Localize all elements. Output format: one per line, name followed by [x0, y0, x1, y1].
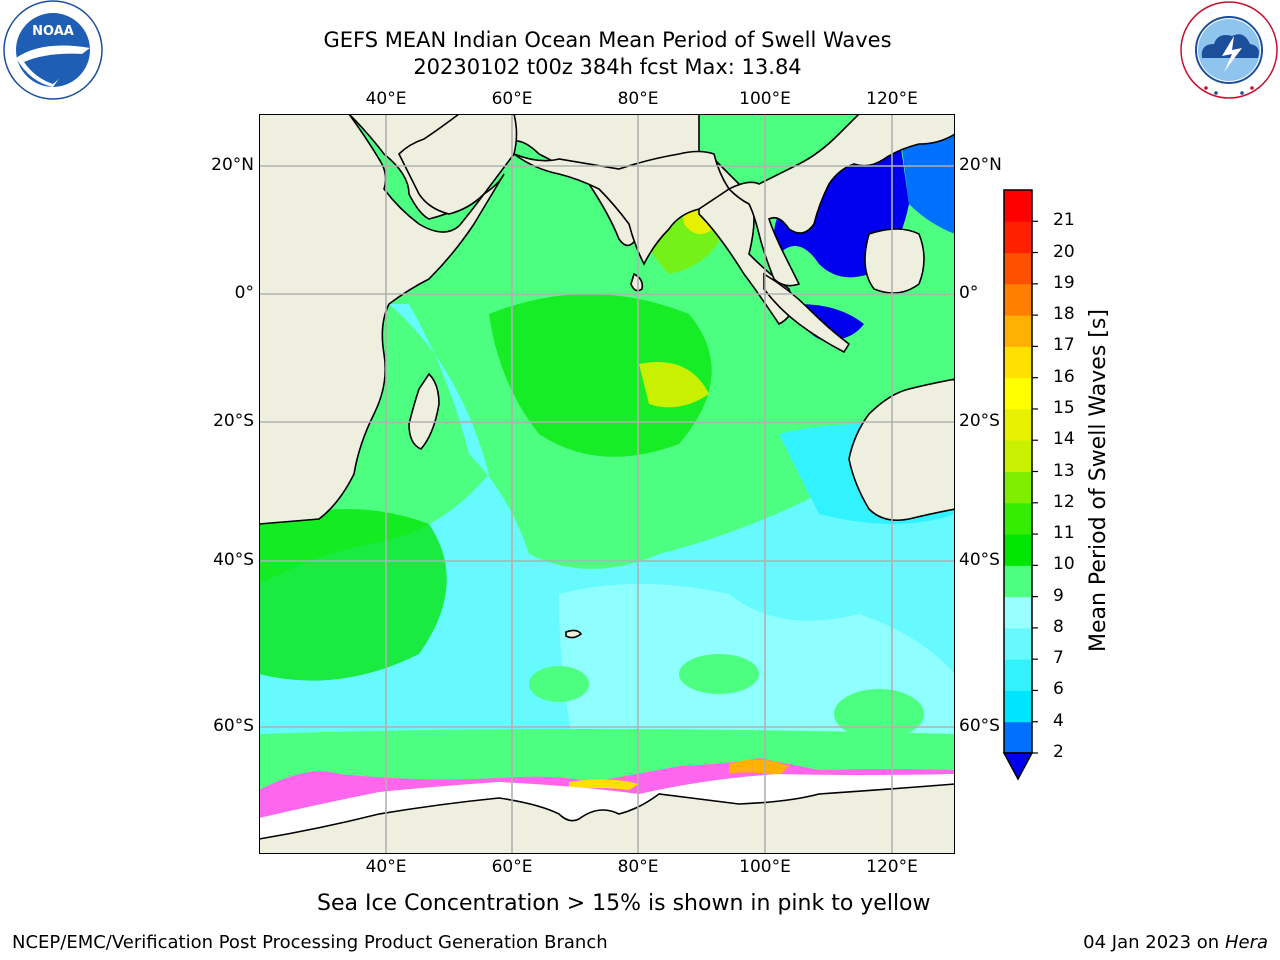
- colorbar-swatch: [1004, 346, 1032, 379]
- swell-period-map: [259, 114, 955, 854]
- colorbar-swatch: [1004, 565, 1032, 598]
- colorbar-swatch: [1004, 315, 1032, 347]
- colorbar-swatch: [1004, 252, 1032, 285]
- colorbar-swatch: [1004, 377, 1032, 410]
- noaa-logo-icon: NOAA: [3, 0, 103, 100]
- lat-tick-label: 40°S: [213, 550, 254, 570]
- lon-tick-label: 40°E: [365, 857, 407, 877]
- colorbar-swatch: [1004, 440, 1032, 472]
- colorbar-level-label: 20: [1053, 241, 1075, 262]
- colorbar-level-label: 9: [1053, 585, 1064, 606]
- colorbar-swatch: [1004, 502, 1032, 535]
- footer-host: Hera: [1224, 932, 1268, 953]
- colorbar-level-label: 2: [1053, 742, 1064, 762]
- colorbar-level-label: 10: [1053, 554, 1075, 575]
- colorbar-level-label: 7: [1053, 648, 1064, 669]
- footer-credit: NCEP/EMC/Verification Post Processing Pr…: [12, 932, 608, 953]
- chart-title: GEFS MEAN Indian Ocean Mean Period of Sw…: [323, 28, 892, 52]
- colorbar-level-label: 21: [1053, 210, 1075, 231]
- lat-tick-label: 20°N: [959, 155, 1002, 175]
- colorbar-swatch: [1004, 408, 1032, 441]
- colorbar-swatch: [1004, 659, 1032, 691]
- colorbar-swatch: [1004, 690, 1032, 723]
- lon-tick-label: 100°E: [739, 857, 791, 877]
- lon-tick-label: 60°E: [491, 89, 533, 109]
- noaa-logo-text: NOAA: [32, 24, 74, 39]
- colorbar-level-label: 18: [1053, 304, 1075, 325]
- chart-subtitle: 20230102 t00z 384h fcst Max: 13.84: [413, 55, 802, 79]
- colorbar-level-label: 16: [1053, 366, 1075, 387]
- colorbar-level-label: 4: [1053, 710, 1064, 731]
- colorbar-level-label: 12: [1053, 491, 1075, 512]
- colorbar-level-label: 6: [1053, 679, 1064, 700]
- lat-tick-label: 60°S: [213, 716, 254, 736]
- colorbar: [1002, 189, 1038, 781]
- colorbar-swatch: [1004, 596, 1032, 629]
- colorbar-level-label: 19: [1053, 272, 1075, 293]
- colorbar-level-label: 11: [1053, 523, 1075, 544]
- colorbar-swatch: [1004, 221, 1032, 254]
- lon-tick-label: 120°E: [866, 89, 918, 109]
- colorbar-level-label: 15: [1053, 397, 1075, 418]
- lon-tick-label: 40°E: [365, 89, 407, 109]
- colorbar-level-label: 14: [1053, 429, 1075, 450]
- lat-tick-label: 20°N: [211, 155, 254, 175]
- lon-tick-label: 120°E: [866, 857, 918, 877]
- lat-tick-label: 40°S: [959, 550, 1000, 570]
- colorbar-level-label: 13: [1053, 460, 1075, 481]
- nws-logo-icon: [1180, 1, 1278, 99]
- footer-date-text: 04 Jan 2023 on: [1083, 932, 1225, 953]
- lat-tick-label: 0°: [234, 283, 254, 303]
- lon-tick-label: 80°E: [617, 89, 659, 109]
- colorbar-swatch: [1004, 283, 1032, 316]
- colorbar-swatch: [1004, 471, 1032, 504]
- sea-ice-caption: Sea Ice Concentration > 15% is shown in …: [317, 891, 931, 916]
- lat-tick-label: 0°: [959, 283, 979, 303]
- lat-tick-label: 20°S: [213, 411, 254, 431]
- lon-tick-label: 80°E: [617, 857, 659, 877]
- colorbar-swatch: [1004, 627, 1032, 660]
- colorbar-swatch: [1004, 721, 1032, 754]
- colorbar-under-arrow: [1002, 752, 1034, 781]
- lat-tick-label: 20°S: [959, 411, 1000, 431]
- graticule: [259, 114, 955, 854]
- lat-tick-label: 60°S: [959, 716, 1000, 736]
- colorbar-swatch: [1004, 534, 1032, 566]
- colorbar-level-label: 8: [1053, 616, 1064, 637]
- lon-tick-label: 100°E: [739, 89, 791, 109]
- lon-tick-label: 60°E: [491, 857, 533, 877]
- colorbar-level-label: 17: [1053, 335, 1075, 356]
- footer-date: 04 Jan 2023 on Hera: [1083, 932, 1268, 953]
- colorbar-title: Mean Period of Swell Waves [s]: [1086, 309, 1111, 652]
- colorbar-swatch: [1004, 190, 1032, 222]
